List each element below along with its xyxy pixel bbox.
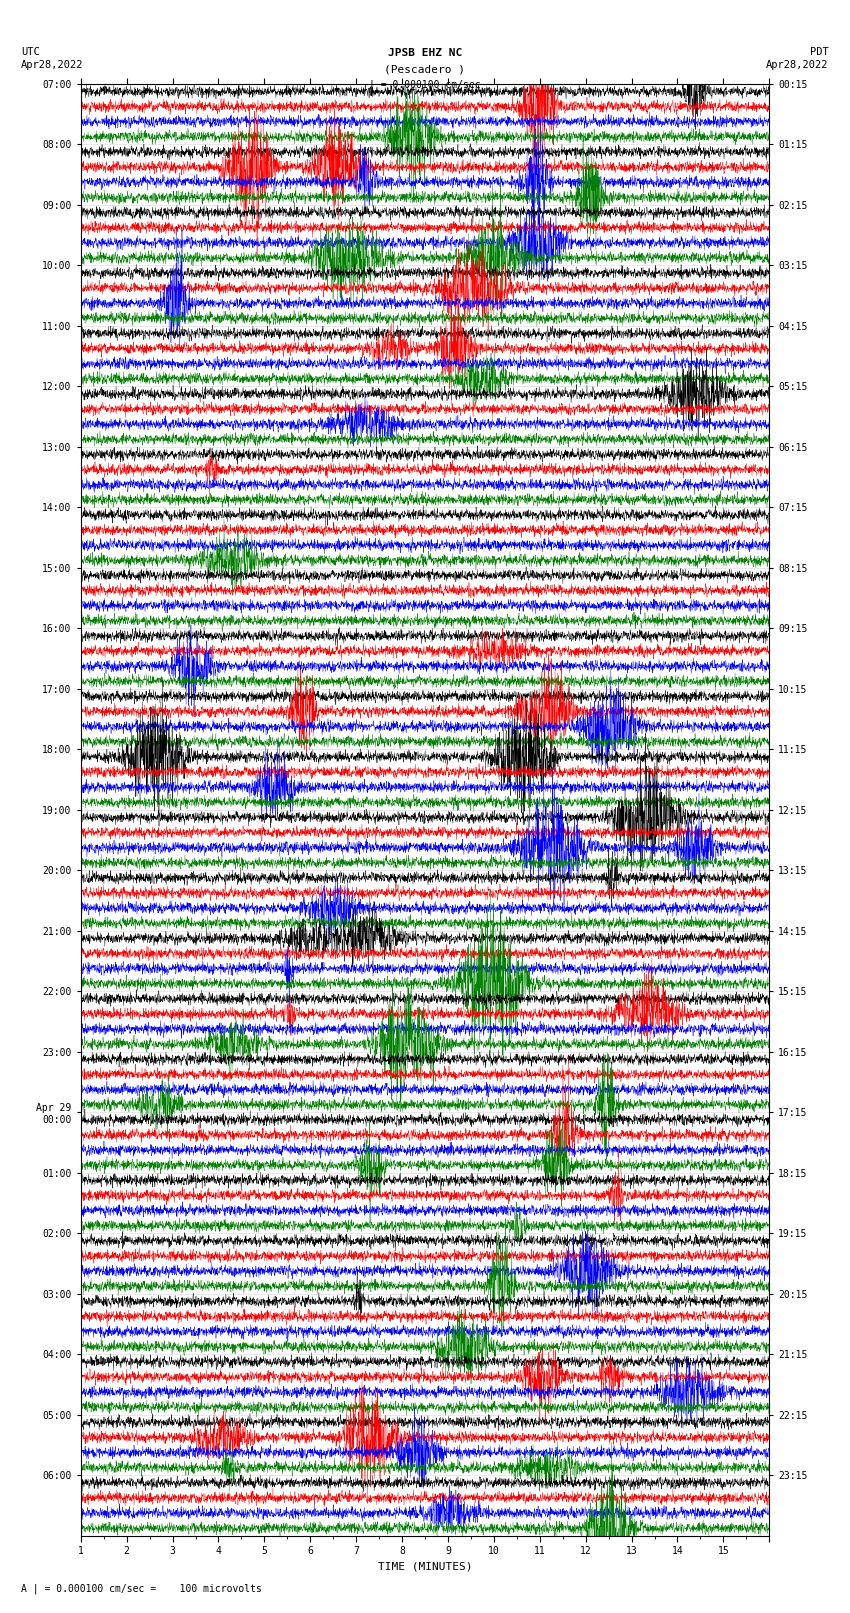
Text: Apr28,2022: Apr28,2022 bbox=[21, 60, 84, 69]
Text: | = 0.000100 cm/sec: | = 0.000100 cm/sec bbox=[369, 79, 481, 90]
Text: A | = 0.000100 cm/sec =    100 microvolts: A | = 0.000100 cm/sec = 100 microvolts bbox=[21, 1582, 262, 1594]
Text: PDT: PDT bbox=[810, 47, 829, 56]
Text: JPSB EHZ NC: JPSB EHZ NC bbox=[388, 48, 462, 58]
Text: Apr28,2022: Apr28,2022 bbox=[766, 60, 829, 69]
X-axis label: TIME (MINUTES): TIME (MINUTES) bbox=[377, 1561, 473, 1571]
Text: UTC: UTC bbox=[21, 47, 40, 56]
Text: (Pescadero ): (Pescadero ) bbox=[384, 65, 466, 74]
